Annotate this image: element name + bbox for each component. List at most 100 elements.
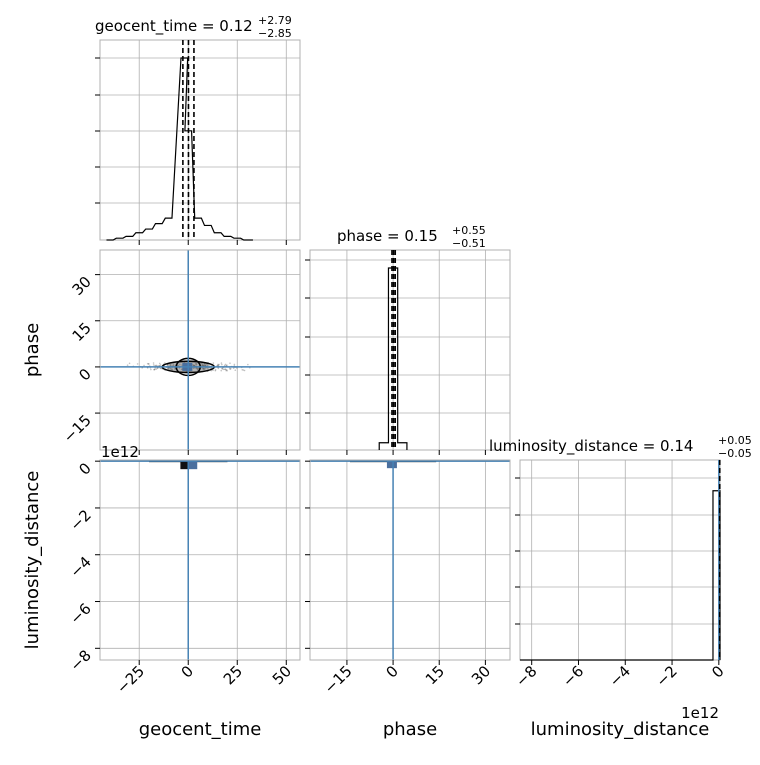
geo-phase-sample-93	[195, 367, 197, 369]
geo-phase-sample-177	[242, 369, 245, 371]
geo-phase-sample-50	[136, 363, 139, 365]
geo-phase-sample-165	[225, 368, 228, 371]
geo-phase-sample-15	[172, 364, 175, 367]
geo-phase-sample-176	[158, 364, 161, 367]
lum-ytick-label-3: −2	[66, 506, 94, 534]
geo-phase-sample-94	[195, 363, 197, 366]
geo-phase-sample-204	[150, 368, 152, 371]
lum-title-plus: +0.05	[718, 434, 752, 447]
phase-xtick-label-2: 15	[422, 662, 448, 688]
geo-phase-sample-175	[126, 364, 129, 366]
geocent-xtick-label-2: 25	[220, 662, 246, 688]
geo-phase-sample-183	[197, 367, 200, 370]
phase-lum-frame	[309, 459, 511, 661]
geocent-xlabel: geocent_time	[139, 719, 262, 740]
geo-phase-sample-145	[217, 367, 220, 370]
lum-hist-step	[520, 490, 721, 661]
geo-phase-sample-118	[160, 367, 163, 370]
geo-phase-sample-151	[214, 369, 217, 372]
geo-phase-sample-241	[171, 368, 173, 371]
geo-lum-peak-dark	[180, 460, 189, 470]
geo-lum-frame	[99, 459, 301, 661]
geo-phase-sample-148	[196, 368, 199, 370]
geo-phase-sample-163	[143, 364, 145, 367]
geo-phase-sample-225	[193, 364, 195, 367]
geo-phase-sample-108	[222, 368, 225, 371]
geo-phase-sample-2	[217, 364, 220, 366]
geo-phase-sample-58	[202, 368, 205, 370]
geo-phase-sample-57	[233, 363, 236, 366]
geo-phase-sample-22	[201, 364, 204, 366]
geo-phase-sample-35	[223, 364, 226, 367]
phase-xtick-label-1: 0	[382, 662, 401, 681]
geo-phase-sample-210	[193, 364, 195, 366]
phase-ytick-label-1: 0	[75, 365, 94, 384]
lum-hist-frame	[519, 459, 721, 661]
lum-ytick-label-4: 0	[75, 459, 94, 478]
geo-phase-sample-91	[234, 369, 237, 372]
geo-phase-sample-72	[202, 367, 205, 370]
geo-phase-sample-74	[200, 362, 202, 365]
geo-phase-sample-109	[179, 363, 181, 366]
phase-ytick-label-2: 15	[69, 319, 95, 345]
geo-lum-peak-blue	[188, 460, 198, 470]
geo-phase-sample-251	[209, 367, 212, 369]
geocent-xtick-label-1: 0	[178, 662, 197, 681]
geo-phase-sample-223	[153, 368, 155, 371]
geo-phase-sample-83	[164, 362, 166, 364]
geo-phase-sample-156	[147, 363, 150, 365]
geocent-title: geocent_time = 0.12	[95, 17, 253, 36]
geo-phase-sample-19	[243, 369, 246, 372]
lum-y-offset-text: 1e12	[101, 443, 139, 461]
geo-phase-sample-44	[169, 368, 172, 370]
geo-phase-sample-4	[204, 368, 206, 370]
geocent-xtick-label-3: 50	[269, 662, 295, 688]
geo-phase-sample-245	[177, 364, 179, 367]
geo-phase-sample-249	[204, 364, 207, 366]
geo-phase-sample-230	[167, 367, 170, 370]
geo-phase-sample-257	[201, 364, 204, 366]
lum-ytick-label-2: −4	[66, 553, 94, 581]
geo-phase-sample-117	[217, 363, 219, 366]
geo-phase-sample-218	[154, 368, 156, 371]
geo-phase-sample-113	[202, 364, 205, 367]
geo-phase-sample-32	[201, 364, 203, 367]
lum-xtick-label-2: −4	[606, 662, 634, 690]
lum-xtick-label-3: −2	[653, 662, 681, 690]
geocent-hist-step	[106, 57, 253, 241]
geocent-xtick-label-0: −25	[113, 662, 148, 697]
phase-ylabel: phase	[22, 323, 43, 377]
geo-phase-sample-191	[146, 362, 149, 365]
geo-phase-sample-141	[148, 363, 150, 365]
lum-ytick-label-1: −6	[66, 600, 94, 628]
geo-phase-sample-59	[196, 368, 198, 370]
geo-phase-sample-157	[202, 368, 205, 370]
phase-ytick-label-3: 30	[69, 273, 95, 299]
geo-phase-sample-78	[152, 362, 155, 364]
geo-phase-sample-190	[174, 368, 176, 370]
geo-phase-sample-30	[204, 364, 206, 367]
geo-phase-sample-196	[203, 363, 206, 365]
geo-phase-sample-194	[229, 362, 231, 364]
geo-phase-sample-201	[181, 364, 183, 366]
geo-phase-sample-33	[224, 368, 227, 370]
geo-phase-sample-136	[169, 364, 171, 366]
geo-phase-sample-76	[247, 363, 249, 366]
geocent-hist-frame	[99, 39, 301, 241]
geo-phase-sample-195	[226, 364, 228, 366]
phase-xtick-label-3: 30	[468, 662, 494, 688]
geo-phase-sample-236	[228, 367, 231, 370]
lum-xtick-label-1: −6	[559, 662, 587, 690]
geo-phase-sample-173	[221, 367, 224, 370]
lum-x-offset-text: 1e12	[681, 704, 719, 722]
geo-phase-sample-240	[229, 367, 232, 370]
geo-phase-sample-158	[177, 364, 179, 367]
phase-hist-frame	[309, 249, 511, 451]
geo-phase-sample-135	[180, 368, 183, 371]
phase-title-plus: +0.55	[452, 224, 486, 237]
geo-phase-sample-25	[221, 363, 223, 366]
lum-xlabel: luminosity_distance	[531, 719, 710, 740]
geo-phase-sample-134	[194, 362, 197, 365]
